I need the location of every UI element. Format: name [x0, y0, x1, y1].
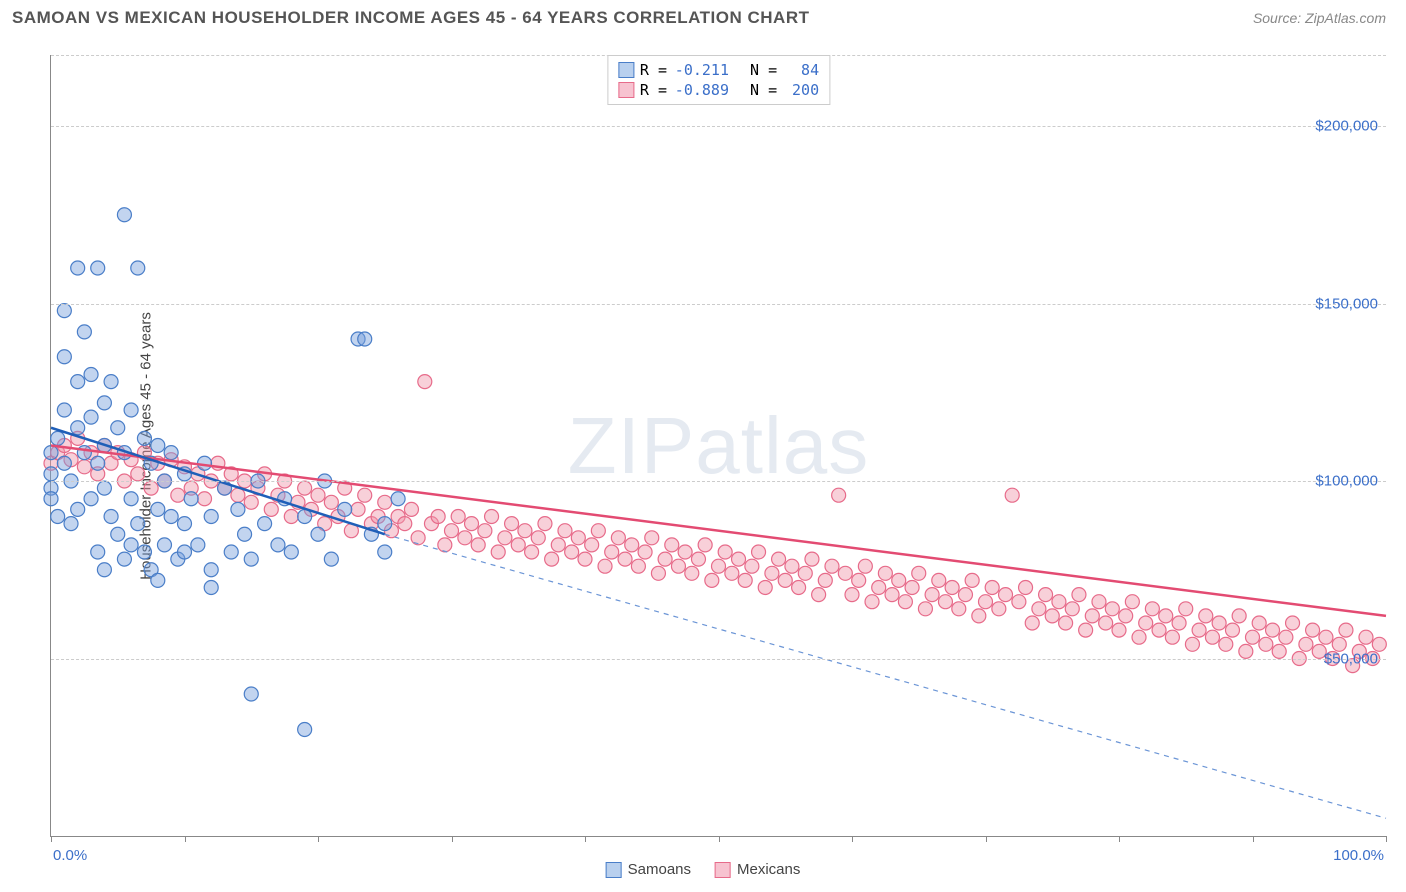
swatch-mexicans — [618, 82, 634, 98]
y-tick-label: $100,000 — [1315, 473, 1378, 490]
legend-item-mexicans: Mexicans — [715, 861, 800, 878]
source-label: Source: ZipAtlas.com — [1253, 10, 1386, 26]
stats-legend: R = -0.211 N = 84 R = -0.889 N = 200 — [607, 55, 830, 105]
legend-label-samoans: Samoans — [628, 861, 691, 878]
y-tick-label: $150,000 — [1315, 295, 1378, 312]
chart-header: SAMOAN VS MEXICAN HOUSEHOLDER INCOME AGE… — [0, 0, 1406, 36]
legend-label-mexicans: Mexicans — [737, 861, 800, 878]
scatter-svg — [51, 55, 1386, 836]
stats-row-samoans: R = -0.211 N = 84 — [618, 60, 819, 80]
chart-title: SAMOAN VS MEXICAN HOUSEHOLDER INCOME AGE… — [12, 8, 810, 28]
chart-plot-area: ZIPatlas R = -0.211 N = 84 R = -0.889 N … — [50, 55, 1386, 837]
legend-item-samoans: Samoans — [606, 861, 691, 878]
legend-swatch-samoans — [606, 862, 622, 878]
y-tick-label: $200,000 — [1315, 118, 1378, 135]
stats-row-mexicans: R = -0.889 N = 200 — [618, 80, 819, 100]
series-legend: Samoans Mexicans — [606, 861, 801, 878]
x-axis-min-label: 0.0% — [53, 847, 87, 864]
legend-swatch-mexicans — [715, 862, 731, 878]
swatch-samoans — [618, 62, 634, 78]
y-tick-label: $50,000 — [1324, 650, 1378, 667]
x-axis-max-label: 100.0% — [1333, 847, 1384, 864]
